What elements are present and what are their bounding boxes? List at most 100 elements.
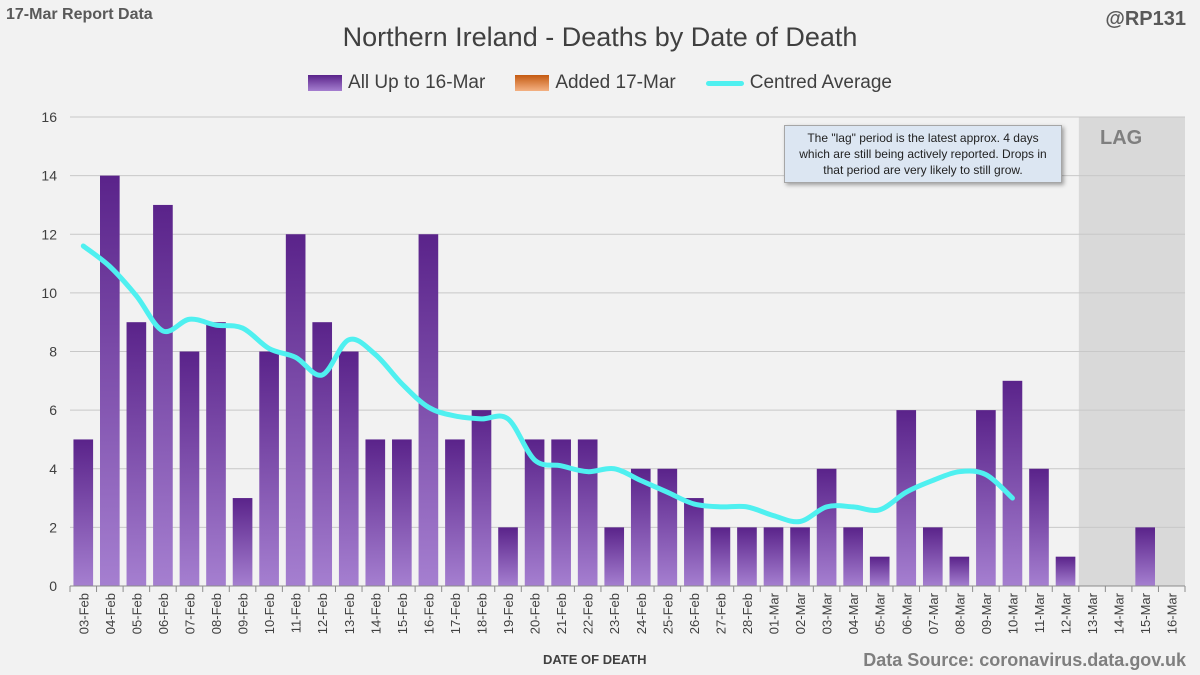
x-tick-label: 16-Feb [421,593,436,634]
bar-12-Feb [312,322,333,586]
legend-label-added: Added 17-Mar [555,72,676,93]
x-tick-label: 21-Feb [554,593,569,634]
x-tick-label: 20-Feb [528,593,543,634]
bar-22-Feb [577,439,598,586]
bar-05-Mar [869,556,890,586]
x-tick-label: 25-Feb [660,593,675,634]
x-tick-label: 27-Feb [713,593,728,634]
x-tick-label: 13-Feb [342,593,357,634]
x-tick-label: 14-Feb [368,593,383,634]
bar-27-Feb [710,527,731,586]
bar-02-Mar [790,527,810,586]
x-tick-label: 12-Feb [315,593,330,634]
x-tick-label: 06-Mar [899,592,914,634]
x-tick-label: 10-Mar [1005,592,1020,634]
x-tick-label: 18-Feb [474,593,489,634]
bar-18-Feb [471,410,492,586]
bar-15-Mar [1135,527,1156,586]
x-tick-label: 03-Feb [76,593,91,634]
x-tick-label: 05-Mar [873,592,888,634]
legend: All Up to 16-Mar Added 17-Mar Centred Av… [0,72,1200,94]
y-tick-label: 10 [41,285,57,301]
axes [69,585,1186,592]
x-tick-label: 08-Feb [209,593,224,634]
bar-04-Mar [843,527,863,586]
report-label: 17-Mar Report Data [6,6,153,23]
bar-11-Mar [1029,468,1049,586]
bar-09-Mar [976,410,996,586]
x-tick-label: 05-Feb [129,593,144,634]
x-tick-label: 07-Feb [182,593,197,634]
y-tick-label: 16 [41,109,57,125]
x-tick-label: 10-Feb [262,593,277,634]
x-tick-label: 01-Mar [767,592,782,634]
y-tick-label: 12 [41,226,57,242]
y-tick-labels: 0 2 4 6 8 10 12 14 16 [41,109,57,594]
bars [73,175,1156,586]
y-tick-label: 14 [41,168,57,184]
bar-21-Feb [551,439,571,586]
bar-28-Feb [737,527,757,586]
bar-17-Feb [445,439,465,586]
x-tick-label: 11-Mar [1032,592,1047,633]
x-tick-label: 08-Mar [952,592,967,634]
bar-04-Feb [99,175,120,586]
x-tick-label: 15-Mar [1138,592,1153,634]
legend-swatch-all [308,75,343,91]
x-tick-label: 03-Mar [820,592,835,634]
bar-10-Mar [1002,380,1023,586]
legend-swatch-average [705,80,744,86]
x-tick-label: 04-Feb [103,593,118,634]
bar-03-Mar [816,468,837,586]
y-tick-label: 0 [49,578,57,594]
legend-swatch-added [515,75,550,91]
x-axis-title: DATE OF DEATH [543,652,647,667]
centred-average-line [80,243,1015,525]
chart-title: Northern Ireland - Deaths by Date of Dea… [342,22,858,52]
x-tick-label: 04-Mar [846,592,861,634]
bar-06-Mar [896,410,917,586]
bar-24-Feb [630,468,651,586]
legend-label-average: Centred Average [749,72,892,93]
x-tick-label: 17-Feb [448,593,463,634]
x-tick-label: 02-Mar [793,592,808,634]
x-tick-label: 23-Feb [607,593,622,634]
x-tick-label: 15-Feb [395,593,410,634]
x-tick-label: 13-Mar [1085,592,1100,634]
author-handle: @RP131 [1105,8,1186,30]
x-tick-label: 12-Mar [1059,592,1074,634]
bar-07-Mar [922,527,943,586]
x-tick-label: 09-Feb [236,593,251,634]
bar-11-Feb [285,234,306,586]
x-tick-label: 06-Feb [156,593,171,634]
bar-03-Feb [73,439,94,586]
bar-14-Feb [365,439,386,586]
bar-20-Feb [524,439,545,586]
bar-01-Mar [763,527,784,586]
lag-note-box: The "lag" period is the latest approx. 4… [784,125,1062,183]
y-tick-label: 4 [49,461,57,477]
bar-26-Feb [684,498,704,586]
x-tick-label: 11-Feb [289,593,304,633]
bar-06-Feb [153,204,173,586]
bar-08-Feb [206,322,226,586]
lag-label: LAG [1100,127,1143,149]
bar-05-Feb [126,322,147,586]
bar-16-Feb [418,234,439,586]
y-tick-label: 6 [49,402,57,418]
y-tick-label: 2 [49,519,57,535]
x-tick-label: 14-Mar [1112,592,1127,634]
bar-13-Feb [338,351,359,586]
bar-09-Feb [232,498,253,586]
x-tick-label: 19-Feb [501,593,516,634]
y-tick-label: 8 [49,344,57,360]
x-tick-label: 09-Mar [979,592,994,634]
bar-12-Mar [1055,556,1076,586]
bar-07-Feb [179,351,200,586]
x-tick-label: 22-Feb [581,593,596,634]
x-tick-labels: 03-Feb 04-Feb 05-Feb 06-Feb 07-Feb 08-Feb 09-F… [76,592,1179,634]
bar-19-Feb [498,527,518,586]
x-tick-label: 24-Feb [634,593,649,634]
legend-item-added: Added 17-Mar [515,72,676,94]
